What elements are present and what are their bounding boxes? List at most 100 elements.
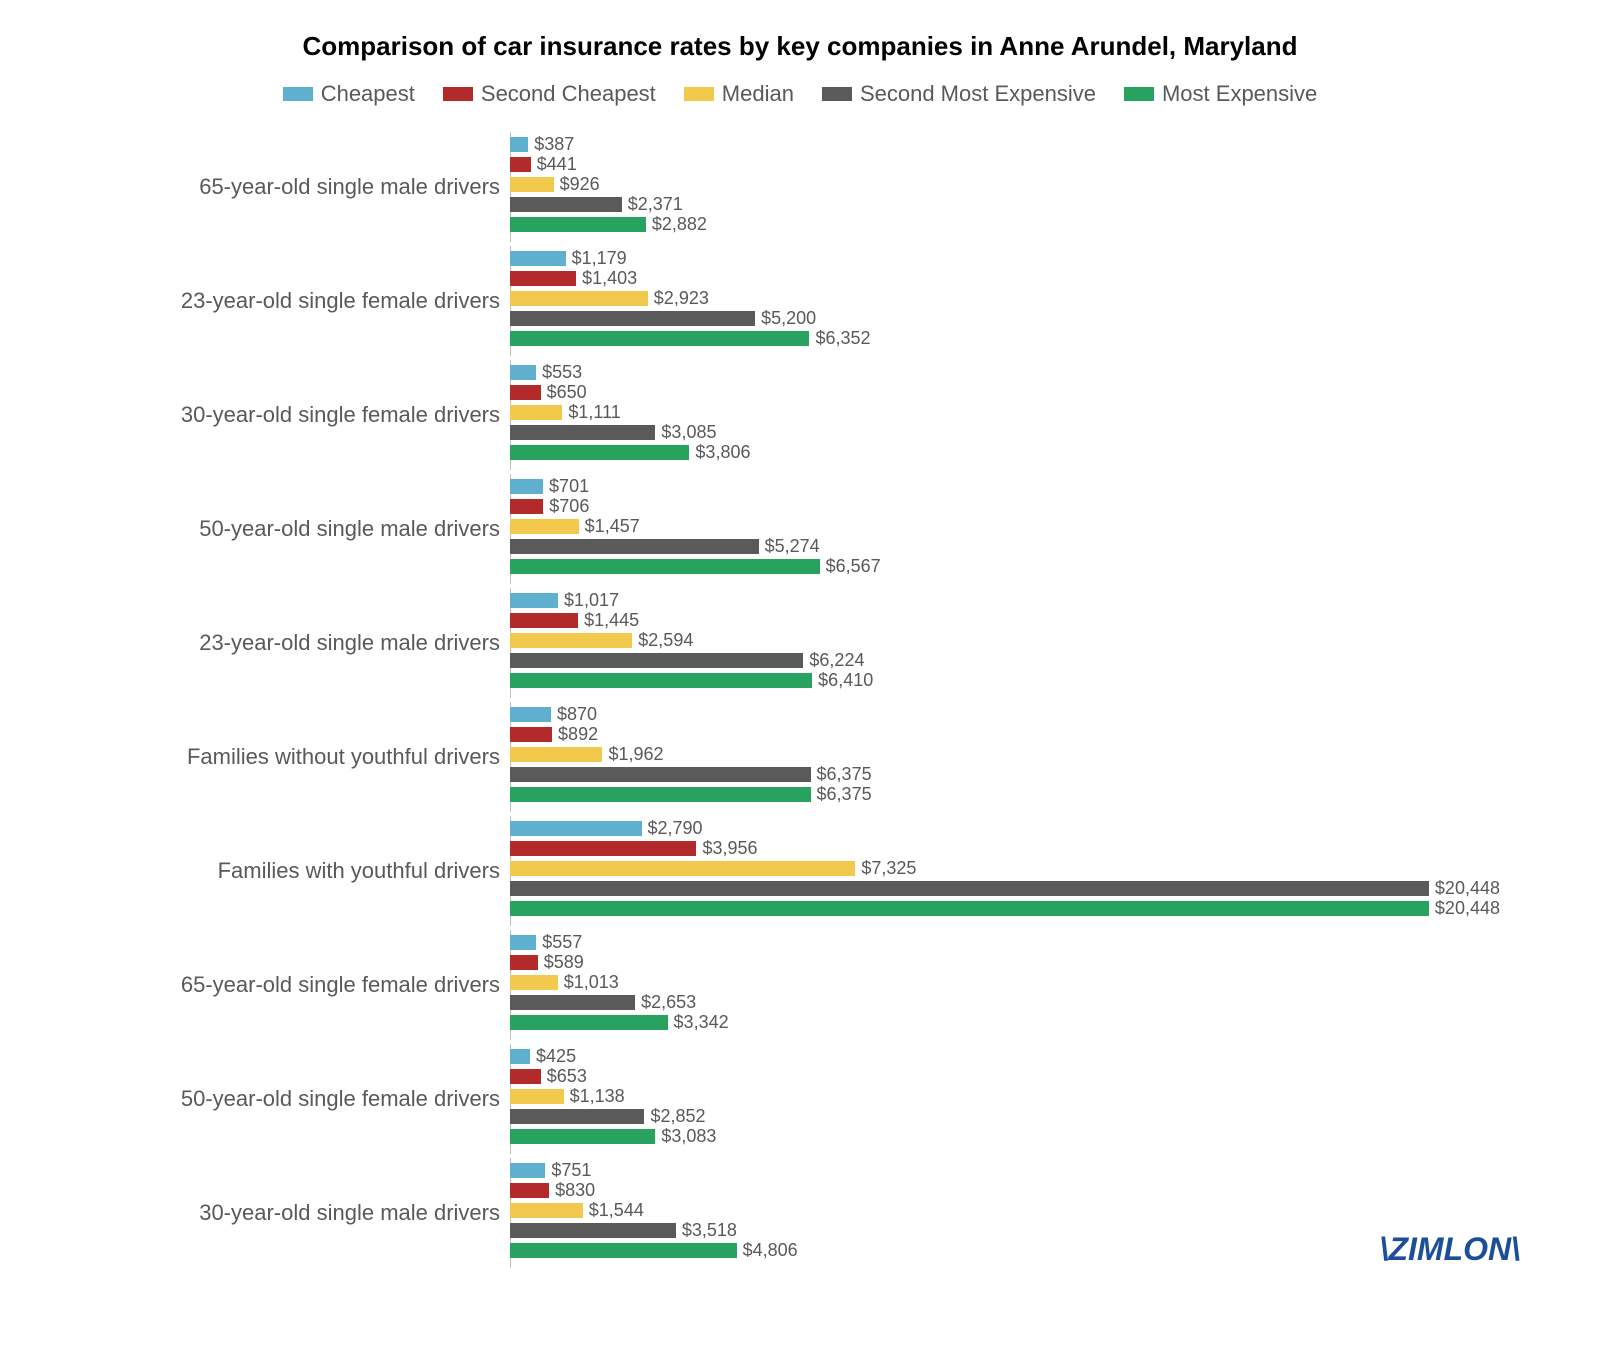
value-label: $2,790: [642, 818, 703, 839]
bar-group: $2,790$3,956$7,325$20,448$20,448: [510, 821, 1500, 921]
bar: [510, 1223, 676, 1238]
category-label: 50-year-old single female drivers: [60, 1086, 510, 1112]
value-label: $3,342: [668, 1012, 729, 1033]
legend-label: Second Most Expensive: [860, 81, 1096, 107]
value-label: $5,200: [755, 308, 816, 329]
bar-line: $3,083: [510, 1129, 1500, 1144]
bar: [510, 385, 541, 400]
bar: [510, 881, 1429, 896]
bar-group: $1,017$1,445$2,594$6,224$6,410: [510, 593, 1500, 693]
category-label: 30-year-old single male drivers: [60, 1200, 510, 1226]
value-label: $387: [528, 134, 574, 155]
value-label: $7,325: [855, 858, 916, 879]
category-row: 23-year-old single male drivers$1,017$1,…: [60, 593, 1540, 693]
bar-group: $870$892$1,962$6,375$6,375: [510, 707, 1500, 807]
chart-title: Comparison of car insurance rates by key…: [250, 30, 1350, 63]
value-label: $1,179: [566, 248, 627, 269]
bar: [510, 137, 528, 152]
bar-line: $701: [510, 479, 1500, 494]
bar-line: $3,956: [510, 841, 1500, 856]
bar-group: $751$830$1,544 $3,518 $4,806: [510, 1163, 1500, 1263]
bar-line: $6,375: [510, 787, 1500, 802]
value-label: $1,544: [583, 1200, 644, 1221]
value-label: $2,594: [632, 630, 693, 651]
bar: [510, 1089, 564, 1104]
value-label: $2,653: [635, 992, 696, 1013]
bar: [510, 727, 552, 742]
value-label: $2,852: [644, 1106, 705, 1127]
bar: [510, 539, 759, 554]
bar-line: $425: [510, 1049, 1500, 1064]
bar: [510, 653, 803, 668]
bar-line: $1,017: [510, 593, 1500, 608]
legend-label: Cheapest: [321, 81, 415, 107]
value-label: $1,403: [576, 268, 637, 289]
value-label: $3,083: [655, 1126, 716, 1147]
bar: [510, 217, 646, 232]
category-row: 23-year-old single female drivers$1,179$…: [60, 251, 1540, 351]
bar-line: $1,179: [510, 251, 1500, 266]
category-row: 30-year-old single female drivers$553$65…: [60, 365, 1540, 465]
value-label: $1,445: [578, 610, 639, 631]
value-label: $1,138: [564, 1086, 625, 1107]
bar: [510, 673, 812, 688]
bar: [510, 425, 655, 440]
bar: [510, 1129, 655, 1144]
brand-logo-text: ZIMLON: [1388, 1231, 1511, 1267]
bar: [510, 365, 536, 380]
bar: [510, 197, 622, 212]
legend-label: Second Cheapest: [481, 81, 656, 107]
bar: [510, 1109, 644, 1124]
bar-line: $589: [510, 955, 1500, 970]
bar: [510, 1069, 541, 1084]
category-label: 23-year-old single female drivers: [60, 288, 510, 314]
legend-item: Cheapest: [283, 81, 415, 107]
value-label: $1,013: [558, 972, 619, 993]
value-label: $6,352: [809, 328, 870, 349]
value-label: $6,567: [820, 556, 881, 577]
bar: [510, 311, 755, 326]
bar: [510, 405, 562, 420]
bar: [510, 445, 689, 460]
category-label: 65-year-old single male drivers: [60, 174, 510, 200]
category-row: 50-year-old single male drivers$701$706$…: [60, 479, 1540, 579]
value-label: $4,806: [737, 1240, 798, 1261]
chart-legend: CheapestSecond CheapestMedianSecond Most…: [60, 81, 1540, 107]
category-label: Families with youthful drivers: [60, 858, 510, 884]
value-label: $2,923: [648, 288, 709, 309]
value-label: $701: [543, 476, 589, 497]
value-label: $830: [549, 1180, 595, 1201]
bar-line: $3,518: [510, 1223, 1500, 1238]
bar: [510, 271, 576, 286]
value-label: $870: [551, 704, 597, 725]
bar: [510, 559, 820, 574]
value-label: $441: [531, 154, 577, 175]
brand-logo: \ZIMLON\: [1380, 1231, 1520, 1268]
bar: [510, 613, 578, 628]
bar: [510, 975, 558, 990]
bar-line: $751: [510, 1163, 1500, 1178]
bar-line: $653: [510, 1069, 1500, 1084]
bar: [510, 1203, 583, 1218]
bar-group: $557$589$1,013$2,653$3,342: [510, 935, 1500, 1035]
value-label: $6,410: [812, 670, 873, 691]
bar: [510, 955, 538, 970]
legend-swatch: [443, 87, 473, 101]
bar: [510, 1015, 668, 1030]
value-label: $6,375: [811, 784, 872, 805]
value-label: $5,274: [759, 536, 820, 557]
value-label: $20,448: [1429, 898, 1500, 919]
bar: [510, 901, 1429, 916]
chart-plot-area: 65-year-old single male drivers $387$441 $…: [60, 137, 1540, 1263]
bar-line: $7,325: [510, 861, 1500, 876]
value-label: $2,371: [622, 194, 683, 215]
bar-line: $926: [510, 177, 1500, 192]
value-label: $751: [545, 1160, 591, 1181]
bar-line: $553: [510, 365, 1500, 380]
bar-line: $2,852: [510, 1109, 1500, 1124]
bar: [510, 935, 536, 950]
bar: [510, 157, 531, 172]
bar: [510, 767, 811, 782]
bar: [510, 177, 554, 192]
category-row: 65-year-old single male drivers $387$441 $…: [60, 137, 1540, 237]
